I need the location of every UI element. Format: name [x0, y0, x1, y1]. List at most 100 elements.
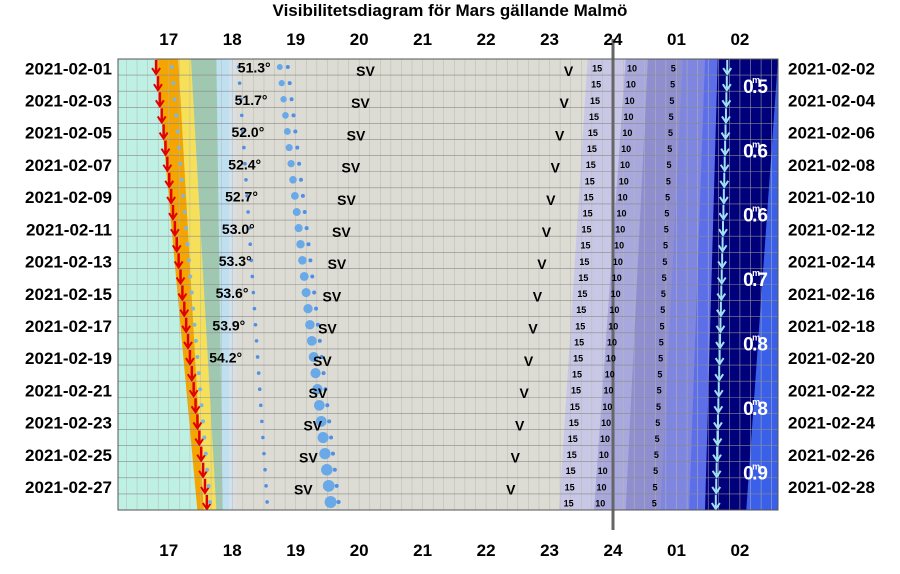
- mid-dot: [237, 81, 242, 85]
- mid-dot: [257, 387, 262, 391]
- marker-label: 15: [588, 128, 598, 138]
- marker-label: 5: [666, 176, 671, 186]
- dusk-dot: [184, 226, 189, 231]
- marker-label: 10: [627, 64, 637, 74]
- mid-dot: [260, 419, 264, 424]
- marker-label: 5: [653, 466, 658, 476]
- date-label-right: 2021-02-14: [788, 253, 876, 272]
- mars-dot: [319, 447, 331, 460]
- dusk-dot: [202, 435, 207, 440]
- sunset-arrow-head: [162, 164, 173, 173]
- marker-label: 15: [576, 305, 586, 315]
- mars-dot-small: [334, 483, 339, 488]
- marker-label: 5: [669, 112, 674, 122]
- night-arrow-head: [714, 357, 725, 366]
- mars-dot-small: [291, 113, 296, 118]
- marker-label: 5: [657, 386, 662, 396]
- marker-label: 5: [663, 241, 668, 251]
- magnitude-label-dec: .7: [752, 270, 768, 291]
- magnitude-label-dec: .6: [752, 206, 768, 227]
- marker-label: 10: [595, 498, 605, 508]
- mars-dot-small: [297, 161, 302, 166]
- mars-dot: [289, 176, 297, 184]
- hour-label-top: 21: [413, 30, 432, 49]
- marker-label: 5: [655, 434, 660, 444]
- hour-label-top: 23: [540, 30, 559, 49]
- mid-dot: [265, 500, 269, 504]
- mars-dot-small: [312, 290, 317, 295]
- magnitude-label-int: 0: [743, 335, 754, 356]
- direction-v-label: V: [559, 95, 569, 111]
- altitude-label: 53.3°: [219, 253, 252, 269]
- altitude-label: 52.4°: [228, 156, 261, 172]
- hour-label-bottom: 22: [477, 541, 496, 560]
- mars-dot: [324, 495, 337, 508]
- mid-dot: [246, 210, 250, 214]
- direction-sv-label: SV: [294, 482, 313, 498]
- direction-v-label: V: [537, 256, 547, 272]
- direction-v-label: V: [515, 417, 525, 433]
- direction-v-label: V: [506, 482, 516, 498]
- marker-label: 15: [573, 353, 583, 363]
- magnitude-label-dec: .8: [752, 335, 768, 356]
- mars-dot-small: [306, 242, 311, 247]
- date-label-left: 2021-02-11: [26, 220, 112, 239]
- mars-dot: [278, 80, 285, 87]
- night-arrow-head: [713, 421, 723, 431]
- magnitude-label-int: 0: [743, 141, 754, 162]
- mid-dot: [241, 129, 245, 134]
- marker-label: 5: [671, 64, 676, 74]
- marker-label: 15: [572, 370, 582, 380]
- marker-label: 10: [621, 144, 631, 154]
- dusk-dot: [192, 322, 197, 327]
- marker-label: 10: [619, 176, 629, 186]
- marker-label: 5: [652, 498, 657, 508]
- sunset-arrow-head: [177, 293, 188, 302]
- magnitude-unit: m: [752, 397, 760, 407]
- mid-dot: [262, 451, 266, 456]
- mars-dot-small: [289, 97, 294, 102]
- marker-label: 10: [615, 225, 625, 235]
- sunset-arrow-head: [156, 115, 167, 125]
- date-label-left: 2021-02-27: [25, 478, 112, 497]
- marker-label: 15: [592, 64, 602, 74]
- night-arrow-head: [722, 67, 733, 76]
- night-arrow-head: [715, 325, 726, 334]
- mid-dot: [253, 322, 258, 327]
- mid-dot: [236, 65, 241, 69]
- altitude-label: 53.0°: [222, 221, 255, 237]
- mars-dot: [308, 351, 319, 362]
- direction-v-label: V: [528, 321, 538, 337]
- marker-label: 15: [579, 257, 589, 267]
- direction-sv-label: SV: [309, 385, 328, 401]
- mars-dot: [299, 272, 309, 281]
- dusk-dot: [172, 97, 177, 102]
- mid-dot: [263, 467, 267, 472]
- direction-v-label: V: [542, 224, 552, 240]
- marker-label: 10: [602, 402, 612, 412]
- altitude-label: 53.9°: [212, 317, 245, 333]
- night-arrow-head: [719, 164, 730, 173]
- marker-label: 5: [660, 305, 665, 315]
- altitude-label: 52.7°: [225, 189, 258, 205]
- marker-label: 5: [662, 273, 667, 283]
- sunset-arrow-head: [153, 83, 163, 93]
- date-label-left: 2021-02-13: [25, 253, 112, 272]
- sunset-arrow-head: [198, 470, 208, 479]
- hour-label-bottom: 21: [413, 541, 432, 560]
- direction-sv-label: SV: [342, 160, 361, 176]
- marker-label: 5: [669, 96, 674, 106]
- magnitude-label-dec: .8: [752, 399, 768, 420]
- dusk-dot: [191, 306, 196, 311]
- date-label-right: 2021-02-20: [788, 349, 875, 368]
- hour-label-bottom: 19: [286, 541, 305, 560]
- direction-sv-label: SV: [351, 95, 370, 111]
- date-label-right: 2021-02-26: [788, 446, 875, 465]
- marker-label: 10: [625, 96, 635, 106]
- magnitude-label-dec: .6: [752, 141, 768, 162]
- sunset-arrow-head: [192, 421, 203, 431]
- night-arrow-head: [711, 470, 722, 479]
- mid-dot: [258, 403, 263, 408]
- night-arrow-head: [718, 228, 728, 237]
- hour-label-bottom: 02: [730, 541, 749, 560]
